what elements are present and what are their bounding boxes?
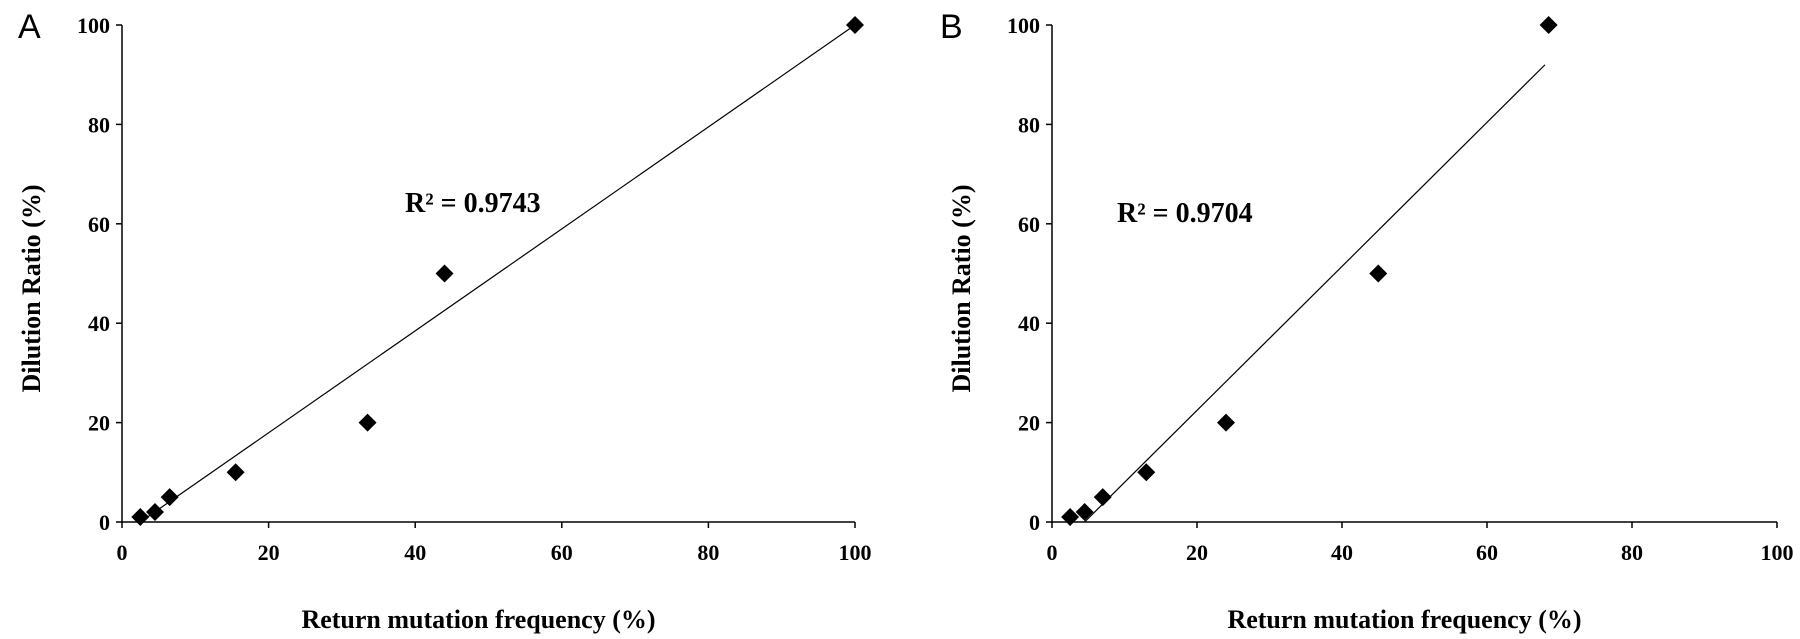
y-tick-label: 40 <box>88 311 110 336</box>
x-axis-title: Return mutation frequency (%) <box>1227 605 1581 634</box>
y-tick-label: 80 <box>88 112 110 137</box>
x-tick-label: 0 <box>1047 540 1058 565</box>
x-tick-label: 60 <box>1476 540 1498 565</box>
data-point <box>1137 463 1156 482</box>
x-tick-label: 60 <box>551 540 573 565</box>
x-tick-label: 80 <box>1621 540 1643 565</box>
y-tick-label: 60 <box>1018 212 1040 237</box>
data-point <box>1369 264 1388 283</box>
trendline <box>1084 64 1546 523</box>
y-tick-label: 20 <box>1018 411 1040 436</box>
data-point <box>358 413 377 432</box>
data-point <box>846 16 864 34</box>
x-tick-label: 100 <box>839 540 872 565</box>
data-point <box>1061 508 1080 527</box>
x-tick-label: 40 <box>404 540 426 565</box>
y-tick-label: 100 <box>1007 13 1040 38</box>
data-point <box>145 503 164 522</box>
panel-label: B <box>940 8 963 46</box>
y-tick-label: 40 <box>1018 311 1040 336</box>
x-tick-label: 80 <box>697 540 719 565</box>
y-tick-label: 100 <box>77 13 110 38</box>
data-point <box>160 488 179 507</box>
y-tick-label: 20 <box>88 411 110 436</box>
x-tick-label: 40 <box>1331 540 1353 565</box>
y-tick-label: 80 <box>1018 112 1040 137</box>
data-point <box>1093 488 1112 507</box>
data-point <box>1217 413 1235 432</box>
x-tick-label: 20 <box>1186 540 1208 565</box>
r-squared-annotation: R² = 0.9704 <box>1117 198 1253 229</box>
x-tick-label: 20 <box>258 540 280 565</box>
x-tick-label: 0 <box>117 540 128 565</box>
y-axis-title: Dilution Ratio (%) <box>947 185 976 393</box>
y-axis-title: Dilution Ratio (%) <box>17 185 46 393</box>
x-tick-label: 100 <box>1761 540 1794 565</box>
trendline <box>139 24 856 523</box>
data-point <box>131 508 150 527</box>
data-point <box>1075 503 1094 522</box>
r-squared-annotation: R² = 0.9743 <box>405 188 541 219</box>
data-point <box>435 264 454 283</box>
data-point <box>226 463 245 482</box>
chart-panel-a: A 0 20 40 60 80 100 0 20 40 60 80 100 Return mutation… <box>17 8 872 634</box>
data-point <box>1539 16 1558 34</box>
y-tick-label: 0 <box>1029 510 1040 535</box>
panel-label: A <box>18 8 41 46</box>
y-tick-label: 0 <box>99 510 110 535</box>
chart-panel-b: B 0 20 40 60 80 100 0 20 40 60 80 100 Return mutation… <box>940 8 1794 634</box>
y-tick-label: 60 <box>88 212 110 237</box>
x-axis-title: Return mutation frequency (%) <box>301 605 655 634</box>
